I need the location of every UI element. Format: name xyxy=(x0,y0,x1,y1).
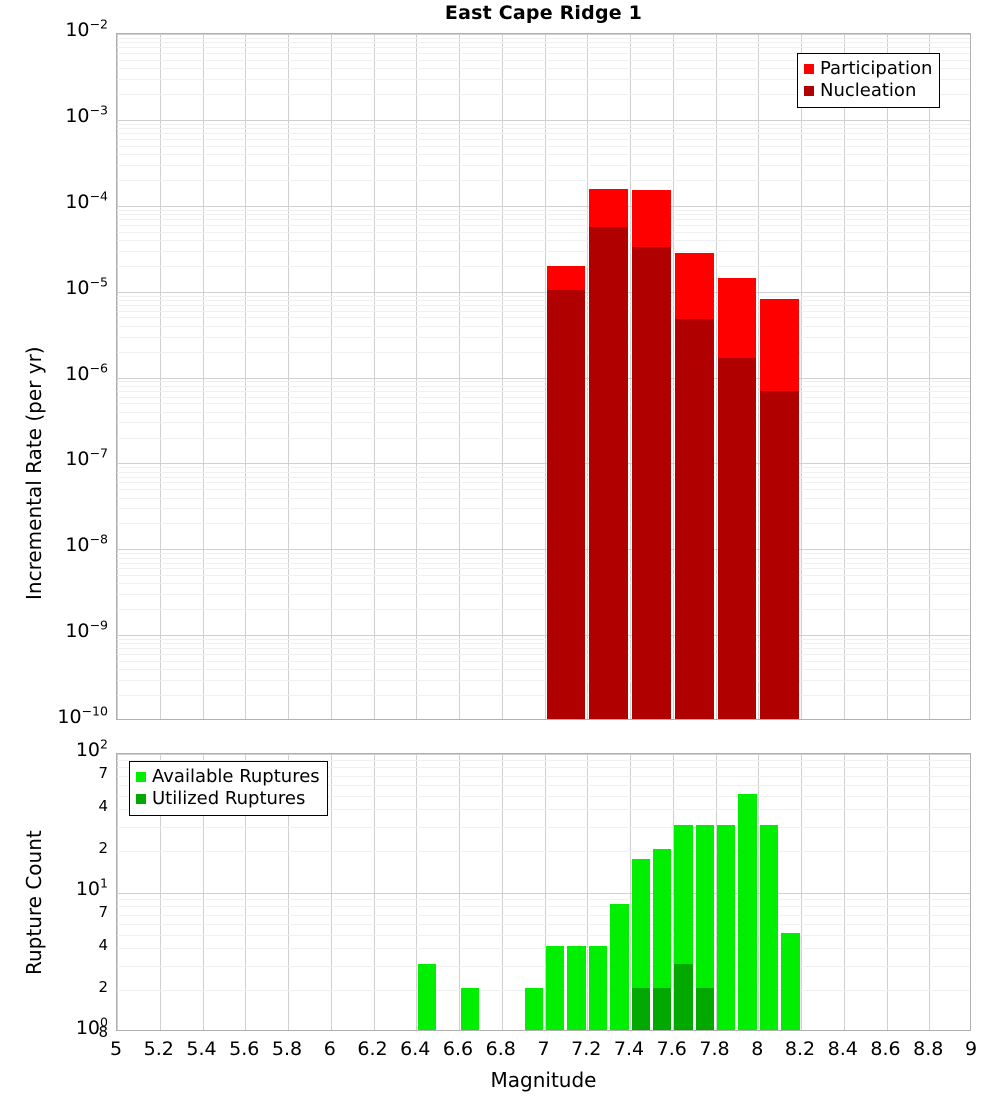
bar-available-ruptures xyxy=(567,946,586,1030)
x-axis-label: Magnitude xyxy=(490,1068,597,1092)
bottom-y-tick-major: 101 xyxy=(75,875,108,900)
bar-nucleation xyxy=(632,247,671,719)
top-y-tick: 10−4 xyxy=(65,188,108,213)
legend-item-available-ruptures: Available Ruptures xyxy=(136,766,320,788)
bar-nucleation xyxy=(717,357,757,719)
bar-available-ruptures xyxy=(759,824,779,1030)
bar-available-ruptures xyxy=(417,963,437,1030)
bottom-y-tick-major: 102 xyxy=(75,736,108,761)
top-y-tick: 10−9 xyxy=(65,617,108,643)
legend-swatch-utilized-ruptures xyxy=(136,794,146,804)
bar-available-ruptures xyxy=(460,988,479,1030)
x-tick: 9 xyxy=(964,1038,978,1060)
legend-swatch-nucleation xyxy=(804,86,814,96)
x-tick: 7 xyxy=(537,1038,550,1060)
x-tick: 8.4 xyxy=(827,1038,858,1060)
bar-nucleation xyxy=(589,227,628,719)
x-tick: 5.2 xyxy=(143,1038,174,1060)
page-title: East Cape Ridge 1 xyxy=(444,2,643,24)
bar-nucleation xyxy=(760,391,799,719)
rupture-count-plot-area xyxy=(116,753,971,1031)
bottom-y-tick-minor: 4 xyxy=(98,936,108,955)
bar-utilized-ruptures xyxy=(652,988,672,1030)
bottom-y-axis-label: Rupture Count xyxy=(22,830,46,975)
bottom-y-tick-minor: 4 xyxy=(98,797,108,816)
legend-label-utilized-ruptures: Utilized Ruptures xyxy=(152,788,306,809)
bar-available-ruptures xyxy=(652,849,672,1030)
x-tick: 7.6 xyxy=(656,1038,687,1060)
top-y-tick: 10−10 xyxy=(57,703,108,728)
bar-available-ruptures xyxy=(695,824,714,1030)
top-bars-layer xyxy=(117,34,970,719)
legend-label-nucleation: Nucleation xyxy=(820,80,917,101)
x-tick: 7.4 xyxy=(613,1038,645,1060)
top-y-tick: 10−6 xyxy=(65,360,108,385)
legend-item-nucleation: Nucleation xyxy=(804,80,932,102)
bar-utilized-ruptures xyxy=(674,963,693,1030)
x-tick: 7.8 xyxy=(699,1038,730,1060)
bottom-y-tick-minor: 7 xyxy=(98,902,108,921)
bar-available-ruptures xyxy=(588,946,608,1030)
x-tick: 5.4 xyxy=(186,1038,217,1060)
bottom-y-tick-minor: 7 xyxy=(98,763,108,782)
bar-available-ruptures xyxy=(738,793,757,1030)
top-y-tick: 10−5 xyxy=(65,274,108,299)
top-gridlines xyxy=(117,34,970,719)
bar-available-ruptures xyxy=(546,946,565,1030)
bar-nucleation xyxy=(546,290,586,719)
top-y-axis-label: Incremental Rate (per yr) xyxy=(22,346,46,600)
bottom-y-tick-minor: 8 xyxy=(98,1023,108,1041)
x-tick: 6.2 xyxy=(357,1038,388,1060)
x-tick: 6.4 xyxy=(400,1038,431,1060)
bar-utilized-ruptures xyxy=(695,988,714,1030)
x-tick: 7.2 xyxy=(571,1038,602,1060)
legend-rupture-count: Available Ruptures Utilized Ruptures xyxy=(129,761,328,816)
bar-nucleation xyxy=(674,318,714,719)
top-y-tick: 10−8 xyxy=(65,531,108,557)
legend-item-utilized-ruptures: Utilized Ruptures xyxy=(136,788,320,810)
x-tick: 8.6 xyxy=(870,1038,901,1060)
x-tick: 8 xyxy=(751,1038,764,1060)
bar-available-ruptures xyxy=(524,988,543,1030)
legend-item-participation: Participation xyxy=(804,58,932,80)
x-tick: 5 xyxy=(109,1038,123,1060)
bar-available-ruptures xyxy=(631,858,650,1030)
top-y-tick: 10−3 xyxy=(65,102,108,127)
x-tick: 5.8 xyxy=(271,1038,303,1060)
x-tick: 6.6 xyxy=(442,1038,474,1060)
bar-available-ruptures xyxy=(717,824,736,1030)
bar-available-ruptures xyxy=(781,932,800,1030)
bar-available-ruptures xyxy=(610,904,629,1030)
bottom-y-tick-minor: 2 xyxy=(98,839,108,858)
bottom-y-tick-minor: 2 xyxy=(98,978,108,997)
bottom-gridlines xyxy=(117,754,970,1030)
top-y-tick: 10−7 xyxy=(65,446,108,471)
legend-swatch-participation xyxy=(804,64,814,74)
legend-label-participation: Participation xyxy=(820,58,933,79)
x-tick: 6.8 xyxy=(485,1038,516,1060)
bottom-bars-layer xyxy=(117,754,970,1030)
x-tick: 6 xyxy=(323,1038,336,1060)
legend-swatch-available-ruptures xyxy=(136,772,146,782)
top-y-tick: 10−2 xyxy=(65,16,108,41)
incremental-rate-plot-area xyxy=(116,33,971,720)
legend-incremental-rate: Participation Nucleation xyxy=(797,53,941,108)
x-tick: 8.8 xyxy=(913,1038,944,1060)
x-tick: 5.6 xyxy=(229,1038,260,1060)
legend-label-available-ruptures: Available Ruptures xyxy=(152,766,320,787)
bar-utilized-ruptures xyxy=(631,988,650,1030)
x-tick: 8.2 xyxy=(784,1038,816,1060)
bottom-y-tick-major: 100 xyxy=(75,1014,108,1039)
